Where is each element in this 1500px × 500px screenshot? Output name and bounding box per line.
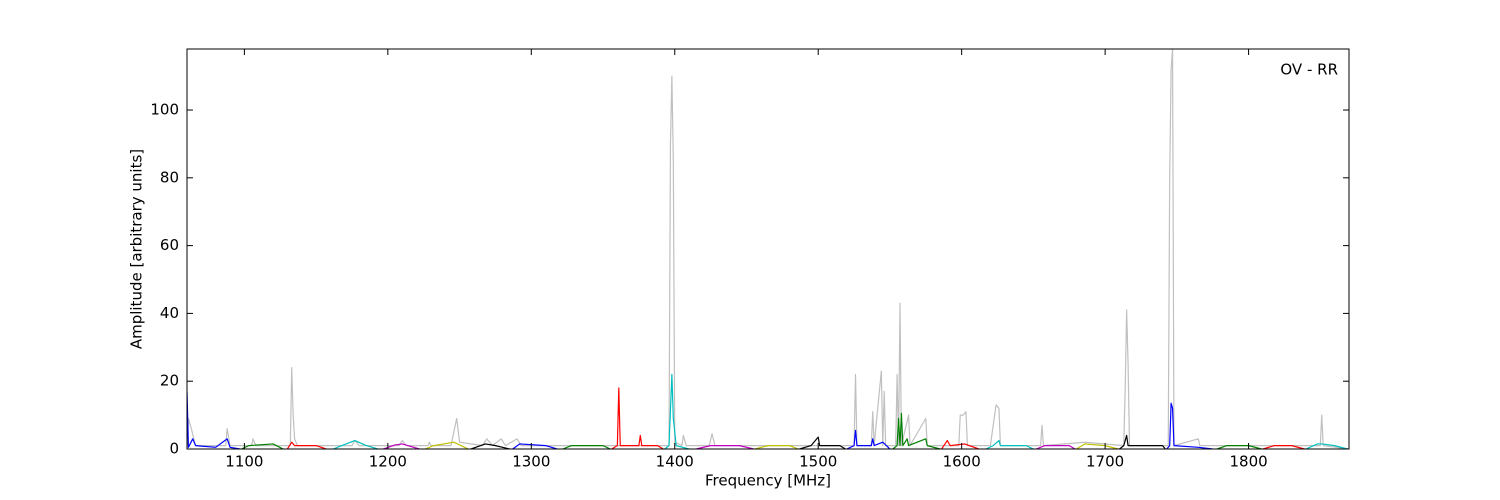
x-tick-label: 1600 xyxy=(943,453,981,471)
y-tick-label: 80 xyxy=(160,168,179,186)
series-line xyxy=(1076,443,1119,449)
series-line xyxy=(1305,443,1348,449)
x-tick-label: 1500 xyxy=(799,453,837,471)
x-axis-label: Frequency [MHz] xyxy=(705,472,831,490)
y-axis-label: Amplitude [arbitrary units] xyxy=(128,149,146,349)
x-tick-label: 1300 xyxy=(512,453,550,471)
y-tick-label: 60 xyxy=(160,236,179,254)
series-line xyxy=(799,436,846,449)
annotation: OV - RR xyxy=(1280,61,1338,79)
series-line xyxy=(941,439,980,449)
series-line xyxy=(424,441,469,449)
series-line xyxy=(985,439,1034,449)
series-line xyxy=(187,49,1349,449)
series-line xyxy=(1036,445,1076,449)
x-tick-label: 1800 xyxy=(1229,453,1267,471)
y-tick-label: 40 xyxy=(160,304,179,322)
x-tick-label: 1100 xyxy=(225,453,263,471)
series-line xyxy=(1216,445,1262,449)
series-line xyxy=(562,445,611,449)
series-line xyxy=(333,439,378,449)
y-tick-label: 100 xyxy=(150,101,179,119)
series-line xyxy=(1119,434,1166,449)
x-tick-label: 1700 xyxy=(1086,453,1124,471)
x-tick-label: 1200 xyxy=(369,453,407,471)
series-line xyxy=(696,445,754,449)
series-line xyxy=(470,443,510,449)
series-line xyxy=(611,387,664,449)
series-line xyxy=(754,445,799,449)
series-line xyxy=(892,412,941,449)
series-line xyxy=(383,443,420,449)
axes-frame xyxy=(186,48,1350,450)
series-line xyxy=(846,429,891,449)
series-line xyxy=(512,443,558,449)
y-tick-label: 0 xyxy=(169,440,179,458)
series-line xyxy=(1262,445,1305,449)
series-line xyxy=(286,441,327,449)
series-line xyxy=(1166,402,1213,449)
plot-area xyxy=(187,49,1349,449)
y-tick-label: 20 xyxy=(160,372,179,390)
x-tick-label: 1400 xyxy=(656,453,694,471)
series-line xyxy=(664,373,690,449)
series-line xyxy=(187,391,241,449)
series-line xyxy=(241,443,284,449)
